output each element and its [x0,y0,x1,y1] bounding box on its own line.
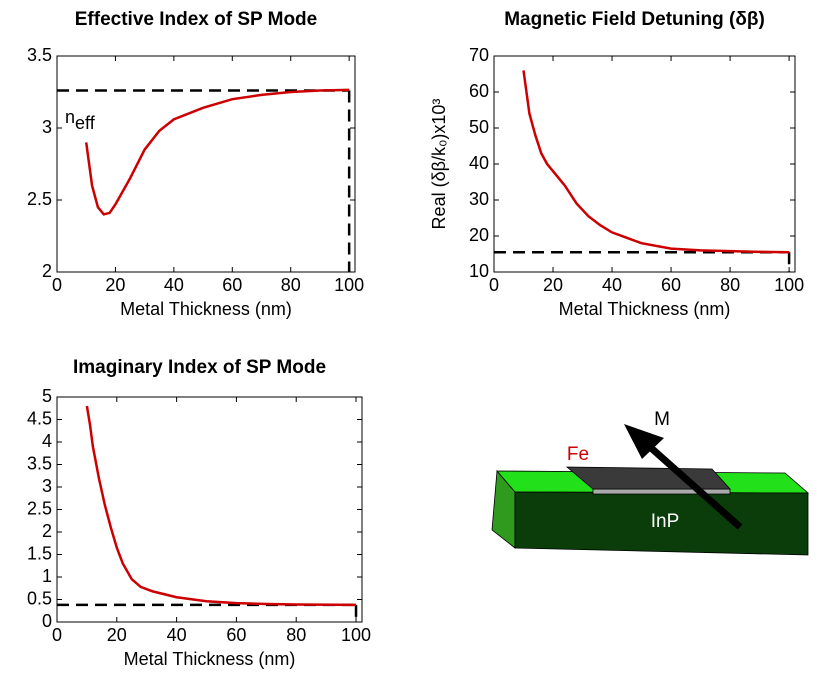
y-tick-label: 5 [42,386,52,406]
y-tick-label: 2 [42,521,52,541]
y-tick-label: 0 [42,611,52,631]
annotation-text: n [65,107,75,127]
x-tick-label: 20 [543,275,563,295]
data-line [84,88,350,216]
data-line [85,405,357,607]
device-diagram: Fe M InP [491,409,810,556]
plot-area [493,55,796,273]
metal-side [592,488,731,495]
y-axis-label: Real (δβ/k₀)x10³ [429,99,449,230]
x-tick-label: 80 [720,275,740,295]
y-tick-label: 0.5 [27,588,52,608]
chart-title: Imaginary Index of SP Mode [73,357,326,378]
y-tick-label: 1.5 [27,543,52,563]
y-tick-label: 30 [469,189,489,209]
y-tick-label: 20 [469,225,489,245]
chart: 0 20 40 60 80 100 10 20 30 40 50 60 70 Magnetic Field… [429,9,804,319]
plot-area [56,55,356,273]
x-tick-label: 80 [281,275,301,295]
y-tick-label: 10 [469,261,489,281]
metal-label: Fe [567,444,589,465]
x-tick-label: 0 [52,625,62,645]
annotation-subscript: eff [75,113,96,133]
x-tick-label: 60 [226,625,246,645]
y-tick-label: 3 [42,117,52,137]
plot-area [56,396,363,623]
chart: 0 20 40 60 80 100 2 2.5 3 3.5 Effective Index of S… [27,9,364,319]
y-tick-label: 50 [469,117,489,137]
y-tick-label: 60 [469,81,489,101]
y-tick-label: 3.5 [27,45,52,65]
y-tick-label: 2.5 [27,189,52,209]
x-tick-label: 20 [105,275,125,295]
magnetization-arrow [647,444,743,530]
metal-top [565,466,731,490]
annotation: neff [65,107,96,133]
y-tick-label: 4 [42,431,52,451]
x-tick-label: 80 [286,625,306,645]
y-tick-label: 2 [42,261,52,281]
x-tick-label: 100 [334,275,364,295]
x-tick-label: 100 [774,275,804,295]
x-tick-label: 0 [489,275,499,295]
x-axis-label: Metal Thickness (nm) [559,299,731,319]
chart-title: Magnetic Field Detuning (δβ) [504,9,765,30]
x-tick-label: 60 [661,275,681,295]
x-tick-label: 60 [222,275,242,295]
y-tick-label: 3 [42,476,52,496]
y-tick-label: 2.5 [27,498,52,518]
y-tick-label: 1 [42,566,52,586]
x-tick-label: 20 [107,625,127,645]
x-axis-label: Metal Thickness (nm) [124,649,296,669]
y-tick-label: 40 [469,153,489,173]
chart: 0 20 40 60 80 10000.511.522.533.544.55Imagina… [27,357,371,669]
x-tick-label: 40 [602,275,622,295]
x-tick-label: 40 [164,275,184,295]
x-tick-label: 40 [167,625,187,645]
substrate-label: InP [651,511,680,532]
x-axis-label: Metal Thickness (nm) [120,299,292,319]
magnetization-label: M [654,409,670,430]
x-tick-label: 0 [52,275,62,295]
chart-title: Effective Index of SP Mode [75,9,317,30]
y-tick-label: 70 [469,45,489,65]
data-line [522,70,790,254]
x-tick-label: 100 [341,625,371,645]
y-tick-label: 4.5 [27,408,52,428]
arrow-head [624,424,664,459]
y-tick-label: 3.5 [27,453,52,473]
